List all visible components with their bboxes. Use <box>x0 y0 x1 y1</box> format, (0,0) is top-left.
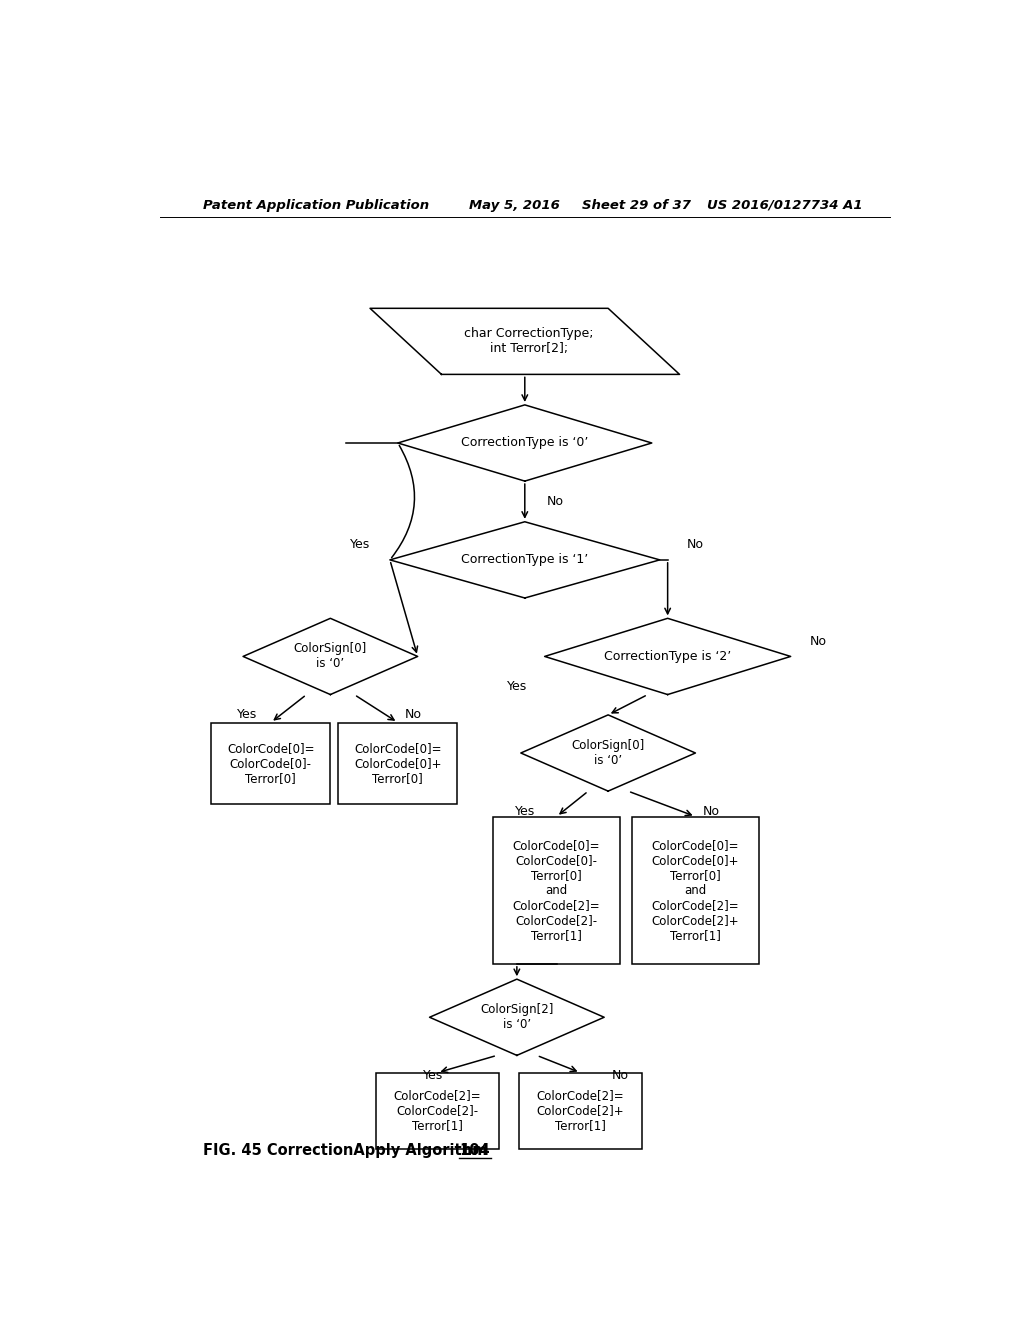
Text: CorrectionType is ‘2’: CorrectionType is ‘2’ <box>604 649 731 663</box>
Bar <box>519 1073 642 1148</box>
Text: ColorCode[2]=
ColorCode[2]+
Terror[1]: ColorCode[2]= ColorCode[2]+ Terror[1] <box>537 1089 625 1133</box>
Text: No: No <box>702 805 720 818</box>
Text: Yes: Yes <box>349 539 370 552</box>
Text: Patent Application Publication: Patent Application Publication <box>204 198 429 211</box>
Text: No: No <box>611 1069 629 1082</box>
Bar <box>376 1073 499 1148</box>
Bar <box>494 817 621 964</box>
Text: US 2016/0127734 A1: US 2016/0127734 A1 <box>708 198 863 211</box>
Text: Yes: Yes <box>423 1069 443 1082</box>
Text: No: No <box>687 539 703 552</box>
Text: ColorSign[0]
is ‘0’: ColorSign[0] is ‘0’ <box>294 643 367 671</box>
Text: 104: 104 <box>459 1143 489 1158</box>
Text: Yes: Yes <box>515 805 535 818</box>
Text: ColorCode[0]=
ColorCode[0]+
Terror[0]
and
ColorCode[2]=
ColorCode[2]+
Terror[1]: ColorCode[0]= ColorCode[0]+ Terror[0] an… <box>651 838 739 941</box>
Text: No: No <box>406 709 422 721</box>
Text: Sheet 29 of 37: Sheet 29 of 37 <box>582 198 691 211</box>
Text: CorrectionType is ‘0’: CorrectionType is ‘0’ <box>461 437 589 450</box>
Text: CorrectionType is ‘1’: CorrectionType is ‘1’ <box>461 553 589 566</box>
Text: ColorCode[0]=
ColorCode[0]-
Terror[0]
and
ColorCode[2]=
ColorCode[2]-
Terror[1]: ColorCode[0]= ColorCode[0]- Terror[0] an… <box>513 838 600 941</box>
Text: FIG. 45 CorrectionApply Algorithm: FIG. 45 CorrectionApply Algorithm <box>204 1143 493 1158</box>
Text: Yes: Yes <box>507 680 527 693</box>
Text: Yes: Yes <box>237 709 257 721</box>
Text: ColorCode[0]=
ColorCode[0]+
Terror[0]: ColorCode[0]= ColorCode[0]+ Terror[0] <box>354 742 441 784</box>
Text: ColorCode[0]=
ColorCode[0]-
Terror[0]: ColorCode[0]= ColorCode[0]- Terror[0] <box>227 742 314 784</box>
Text: May 5, 2016: May 5, 2016 <box>469 198 560 211</box>
Bar <box>211 722 331 804</box>
Text: ColorSign[2]
is ‘0’: ColorSign[2] is ‘0’ <box>480 1003 554 1031</box>
Text: char CorrectionType;
int Terror[2];: char CorrectionType; int Terror[2]; <box>464 327 594 355</box>
Bar <box>338 722 458 804</box>
Bar <box>632 817 759 964</box>
Text: No: No <box>810 635 827 648</box>
Text: ColorCode[2]=
ColorCode[2]-
Terror[1]: ColorCode[2]= ColorCode[2]- Terror[1] <box>393 1089 481 1133</box>
Text: No: No <box>547 495 563 508</box>
Text: ColorSign[0]
is ‘0’: ColorSign[0] is ‘0’ <box>571 739 645 767</box>
